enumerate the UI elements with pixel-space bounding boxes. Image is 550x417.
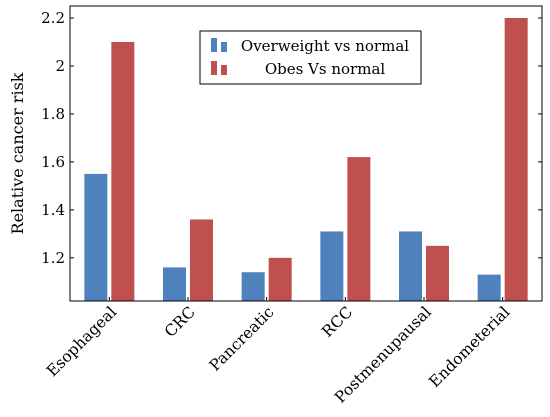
bar-overweight-postmenupausal — [399, 231, 422, 301]
y-tick-label: 1.6 — [41, 153, 65, 171]
legend-label-obese: Obes Vs normal — [265, 60, 386, 78]
x-tick-label-pancreatic: Pancreatic — [206, 303, 278, 375]
x-tick-label-esophageal: Esophageal — [43, 303, 120, 380]
y-tick-label: 2 — [55, 57, 65, 75]
bar-obese-rcc — [347, 157, 371, 301]
plot-frame — [69, 5, 543, 302]
bar-overweight-crc — [163, 267, 186, 301]
bar-obese-endometerial — [504, 17, 528, 301]
bar-overweight-esophageal — [84, 173, 108, 301]
legend-swatch-obese-b — [221, 65, 227, 75]
legend-box — [199, 30, 422, 85]
bar-overweight-rcc — [320, 231, 344, 301]
legend-label-overweight: Overweight vs normal — [241, 37, 409, 55]
x-tick-label-rcc: RCC — [318, 303, 356, 341]
legend-swatch-obese-a — [211, 61, 217, 75]
y-tick-label: 1.4 — [41, 201, 65, 219]
legend: Overweight vs normal Obes Vs normal — [199, 30, 422, 85]
y-tick-label: 1.8 — [41, 105, 65, 123]
bar-overweight-endometerial — [477, 274, 501, 301]
x-tick-label-endometerial: Endometerial — [426, 303, 514, 391]
y-tick-label: 2.2 — [41, 9, 65, 27]
legend-swatch-overweight-b — [221, 42, 227, 52]
bar-obese-postmenupausal — [426, 245, 449, 301]
bar-obese-pancreatic — [268, 257, 292, 301]
x-axis: Esophageal CRC Pancreatic RCCPostmenupausal… — [43, 297, 514, 407]
bar-obese-esophageal — [111, 41, 135, 301]
y-axis: 1.2 1.4 1.6 1.8 2 2.2 — [41, 9, 542, 267]
bars-layer — [84, 17, 528, 301]
x-tick-label-crc: CRC — [161, 303, 199, 341]
y-axis-label: Relative cancer risk — [8, 72, 27, 234]
bar-overweight-pancreatic — [241, 272, 265, 301]
bar-obese-crc — [190, 219, 213, 301]
legend-swatch-overweight-a — [211, 38, 217, 52]
y-tick-label: 1.2 — [41, 249, 65, 267]
